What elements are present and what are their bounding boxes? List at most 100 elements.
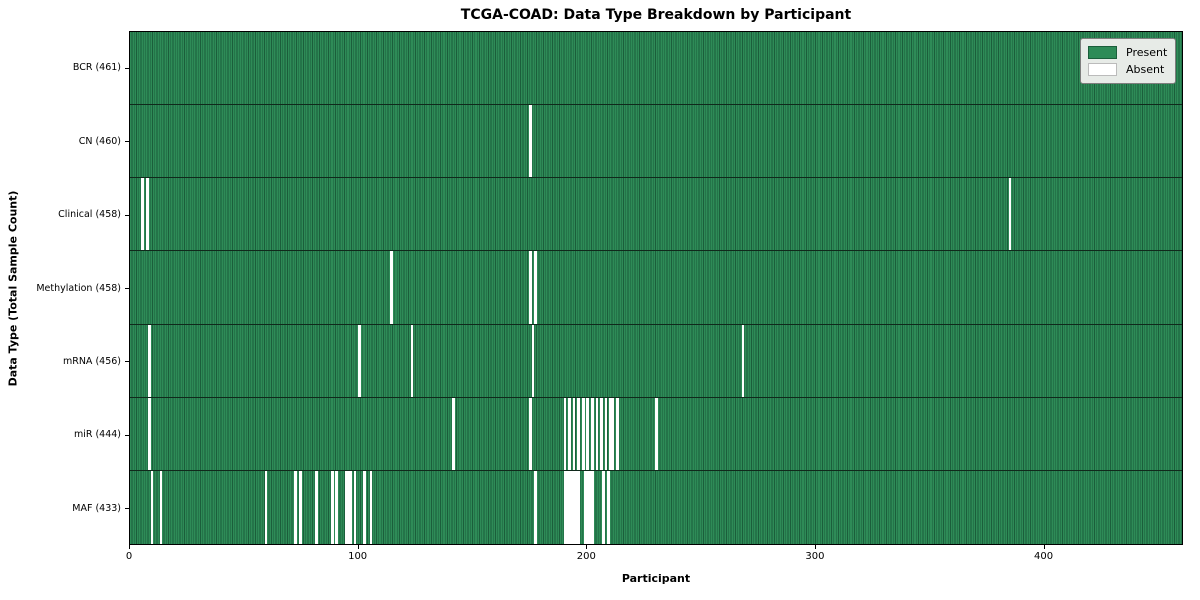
absent-bar [264,470,268,544]
y-tick-label-mir: miR (444) [73,429,121,441]
x-tick-mark [586,545,588,549]
absent-bar [588,470,592,544]
absent-bar [606,470,610,544]
rows-container [130,32,1182,544]
absent-bar [390,251,393,324]
absent-bar [148,324,152,397]
x-tick-mark [129,545,130,549]
row-methylation [130,251,1182,325]
y-tick-label-bcr: BCR (461) [72,62,121,74]
absent-bar [563,470,567,544]
absent-bar [314,470,318,544]
absent-bar [533,470,537,544]
absent-bar [358,324,361,397]
absent-bar [159,470,163,544]
y-tick-mark [125,288,129,289]
absent-bar [145,178,149,251]
x-axis-label: Participant [621,572,691,585]
row-mir [130,397,1182,471]
absent-bar [654,397,658,470]
row-bcr [130,32,1182,106]
absent-bar [529,105,533,178]
x-tick-label-200: 200 [576,551,596,562]
absent-bar [529,397,533,470]
absent-swatch-icon [1088,63,1117,76]
absent-bar [410,324,414,397]
absent-bar [150,470,154,544]
absent-bar [330,470,334,544]
absent-bar [602,470,606,544]
absent-bar [353,470,357,544]
y-tick-label-clinical: Clinical (458) [58,209,121,221]
absent-bar [369,470,373,544]
absent-bar [574,470,578,544]
absent-bar [577,470,581,544]
absent-bar [741,324,745,397]
absent-bar [344,470,348,544]
absent-bar [586,397,590,470]
absent-bar [584,470,587,544]
row-mrna [130,324,1182,398]
legend-item-present: Present [1088,44,1168,61]
legend: Present Absent [1080,38,1176,84]
legend-present-label: Present [1126,46,1168,59]
absent-bar [609,397,612,470]
absent-bar [568,470,571,544]
absent-bar [529,251,533,324]
absent-bar [335,470,339,544]
legend-absent-label: Absent [1126,63,1165,76]
absent-bar [595,397,599,470]
absent-bar [568,397,571,470]
absent-bar [531,324,535,397]
absent-bar [570,470,574,544]
y-tick-mark [125,508,129,510]
absent-bar [141,178,145,251]
x-tick-mark [1043,545,1045,549]
absent-bar [349,470,352,544]
y-tick-mark [125,141,129,143]
plot-area: Present Absent [129,31,1183,545]
absent-bar [600,397,603,470]
absent-bar [565,470,569,544]
y-tick-label-mrna: mRNA (456) [62,355,121,367]
absent-bar [581,397,585,470]
row-cn [130,105,1182,179]
y-tick-label-cn: CN (460) [78,135,121,147]
absent-bar [362,470,366,544]
absent-bar [346,470,350,544]
x-tick-label-300: 300 [805,551,825,562]
x-tick-mark [814,545,816,549]
legend-item-absent: Absent [1088,61,1168,78]
absent-bar [590,397,594,470]
absent-bar [611,397,615,470]
absent-bar [563,397,567,470]
absent-bar [1008,178,1012,251]
absent-bar [572,397,576,470]
y-tick-mark [125,361,129,363]
absent-bar [616,397,619,470]
x-tick-label-100: 100 [348,551,368,562]
row-maf [130,470,1182,544]
row-clinical [130,178,1182,252]
absent-bar [590,470,594,544]
absent-bar [572,470,576,544]
y-tick-label-methylation: Methylation (458) [36,282,121,294]
absent-bar [577,397,581,470]
absent-bar [604,397,608,470]
absent-bar [148,397,152,470]
chart-title: TCGA-COAD: Data Type Breakdown by Partic… [460,7,852,23]
absent-bar [298,470,302,544]
x-tick-label-400: 400 [1033,551,1054,562]
present-swatch-icon [1088,46,1117,59]
y-tick-mark [125,214,129,216]
absent-bar [533,251,537,324]
absent-bar [451,397,455,470]
y-tick-mark [125,434,129,436]
y-tick-label-maf: MAF (433) [72,502,121,514]
absent-bar [586,470,590,544]
x-tick-mark [357,545,359,549]
x-tick-label-0: 0 [125,551,133,562]
absent-bar [294,470,298,544]
y-tick-mark [125,67,129,69]
